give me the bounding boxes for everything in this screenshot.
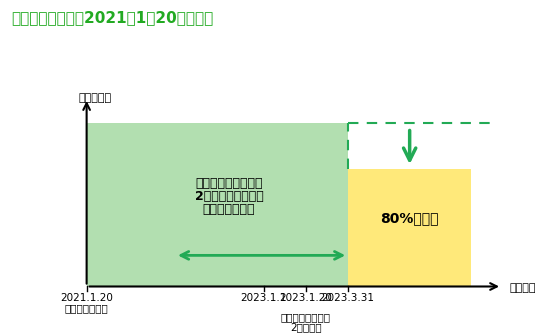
Text: 当初運用開始日の: 当初運用開始日の bbox=[281, 312, 331, 322]
Text: 2023.3.31: 2023.3.31 bbox=[322, 293, 375, 303]
Bar bbox=[87, 123, 348, 286]
Text: 2年後の日: 2年後の日 bbox=[290, 322, 322, 332]
Text: 属する計算期間: 属する計算期間 bbox=[203, 203, 255, 216]
Bar bbox=[348, 168, 471, 286]
Text: 当初運用開始日: 当初運用開始日 bbox=[65, 303, 109, 313]
Text: 当初運用開始日：2021年1月20日の場合: 当初運用開始日：2021年1月20日の場合 bbox=[11, 10, 213, 25]
Text: 運用期間: 運用期間 bbox=[510, 283, 536, 293]
Text: 2023.1.1: 2023.1.1 bbox=[241, 293, 287, 303]
Text: 2021.1.20: 2021.1.20 bbox=[60, 293, 113, 303]
Text: 固定報酬率: 固定報酬率 bbox=[79, 93, 112, 103]
Text: 2年を経過した日の: 2年を経過した日の bbox=[195, 190, 263, 203]
Text: 80%の料率: 80%の料率 bbox=[380, 211, 439, 225]
Text: 当初運用開始日から: 当初運用開始日から bbox=[195, 177, 262, 190]
Text: 2023.1.20: 2023.1.20 bbox=[279, 293, 332, 303]
